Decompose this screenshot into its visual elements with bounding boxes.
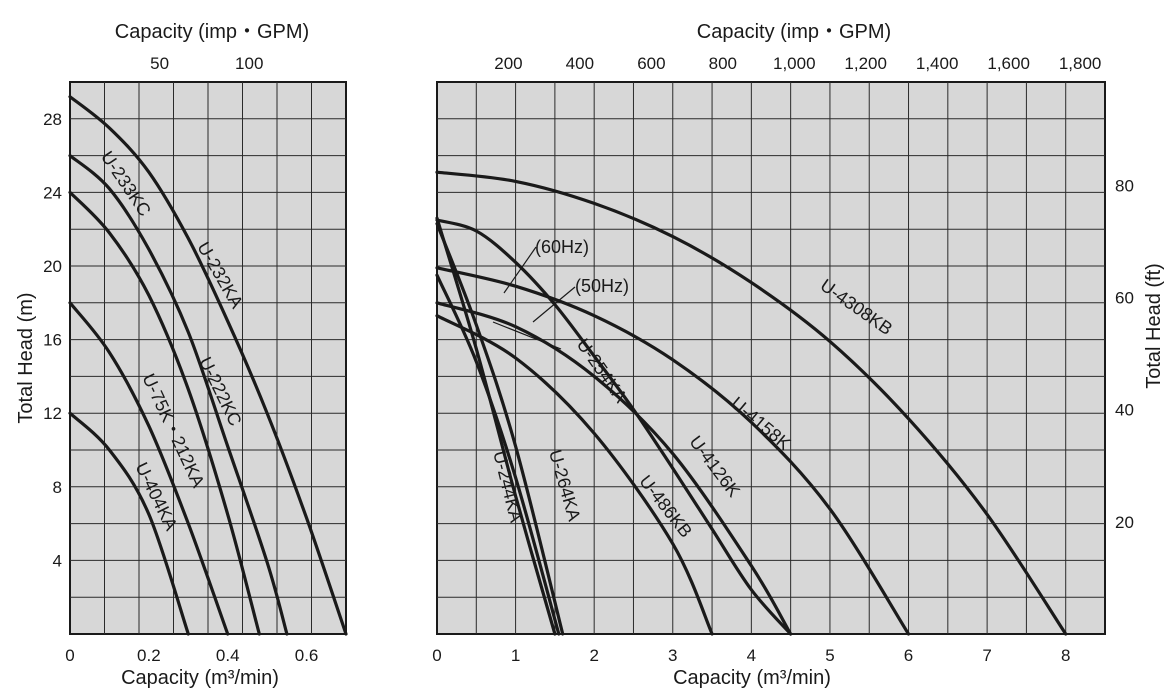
right-curves: [435, 170, 1068, 636]
x-top-tick-label: 1,400: [916, 54, 959, 73]
right-tick-labels: 0 1 2 3 4 5 6 7 8 200 400 600 800 1,000 1,200 1,400 1,60…: [432, 54, 1134, 665]
series-line-u-486kb: [435, 314, 714, 636]
x-top-tick-label: 100: [235, 54, 263, 73]
x-top-tick-label: 600: [637, 54, 665, 73]
series-line-u-264ka-60hz: [435, 222, 565, 636]
y-tick-label: 16: [43, 331, 62, 350]
left-curves: [68, 95, 348, 636]
series-line-u-264ka: [435, 273, 561, 636]
x-tick-label: 0.2: [137, 646, 161, 665]
y-tick-label: 28: [43, 110, 62, 129]
y-right-tick-label: 80: [1115, 176, 1134, 195]
series-line-u-75k-212ka: [68, 301, 230, 636]
left-top-axis-title: Capacity (imp・GPM): [115, 21, 309, 43]
x-tick-label: 0.6: [295, 646, 319, 665]
x-tick-label: 4: [747, 646, 756, 665]
series-line-u-244ka: [435, 216, 557, 636]
x-top-tick-label: 800: [709, 54, 737, 73]
right-plot-area: [436, 81, 1106, 635]
x-top-tick-label: 1,200: [844, 54, 887, 73]
y-right-tick-label: 40: [1115, 401, 1134, 420]
annotation-50hz: (50Hz): [575, 276, 629, 296]
x-tick-label: 8: [1061, 646, 1070, 665]
left-performance-chart: 0 0.2 0.4 0.6 50 100 4 8 12 16 20 24 28 Capacity (im…: [15, 21, 348, 689]
x-tick-label: 0.4: [216, 646, 240, 665]
series-line-u-233kc: [68, 154, 289, 636]
series-line-u-254ka: [435, 218, 793, 636]
x-tick-label: 7: [982, 646, 991, 665]
leader-u-254ka: [492, 321, 562, 350]
annotation-60hz: (60Hz): [535, 237, 589, 257]
y-tick-label: 12: [43, 404, 62, 423]
x-top-tick-label: 1,000: [773, 54, 816, 73]
x-tick-label: 0: [432, 646, 441, 665]
x-top-tick-label: 50: [150, 54, 169, 73]
series-line-u-232ka: [68, 95, 348, 636]
x-top-tick-label: 1,800: [1059, 54, 1102, 73]
series-line-u-222kc: [68, 190, 261, 636]
x-top-tick-label: 200: [494, 54, 522, 73]
right-bottom-axis-title: Capacity (m³/min): [673, 667, 831, 689]
x-tick-label: 5: [825, 646, 834, 665]
x-tick-label: 0: [65, 646, 74, 665]
x-tick-label: 6: [904, 646, 913, 665]
right-top-axis-title: Capacity (imp・GPM): [697, 21, 891, 43]
right-performance-chart: 0 1 2 3 4 5 6 7 8 200 400 600 800 1,000 1,200 1,400 1,60…: [432, 21, 1165, 689]
y-tick-label: 4: [53, 551, 62, 570]
leader-60hz: [503, 246, 537, 294]
y-tick-label: 20: [43, 257, 62, 276]
y-right-tick-label: 20: [1115, 513, 1134, 532]
left-tick-labels: 0 0.2 0.4 0.6 50 100 4 8 12 16 20 24 28: [43, 54, 318, 665]
series-line-u-4158k: [435, 266, 911, 636]
y-tick-label: 24: [43, 183, 62, 202]
left-y-axis-title: Total Head (m): [15, 292, 37, 423]
series-line-u-404ka: [68, 411, 190, 636]
left-grid: [70, 82, 346, 634]
x-top-tick-label: 1,600: [987, 54, 1030, 73]
x-tick-label: 1: [511, 646, 520, 665]
leader-50hz: [532, 286, 576, 323]
y-right-tick-label: 60: [1115, 289, 1134, 308]
left-bottom-axis-title: Capacity (m³/min): [121, 667, 279, 689]
x-tick-label: 2: [589, 646, 598, 665]
right-y-axis-title: Total Head (ft): [1143, 263, 1165, 389]
y-tick-label: 8: [53, 478, 62, 497]
series-line-u-4308kb: [435, 170, 1068, 636]
x-top-tick-label: 400: [566, 54, 594, 73]
x-tick-label: 3: [668, 646, 677, 665]
